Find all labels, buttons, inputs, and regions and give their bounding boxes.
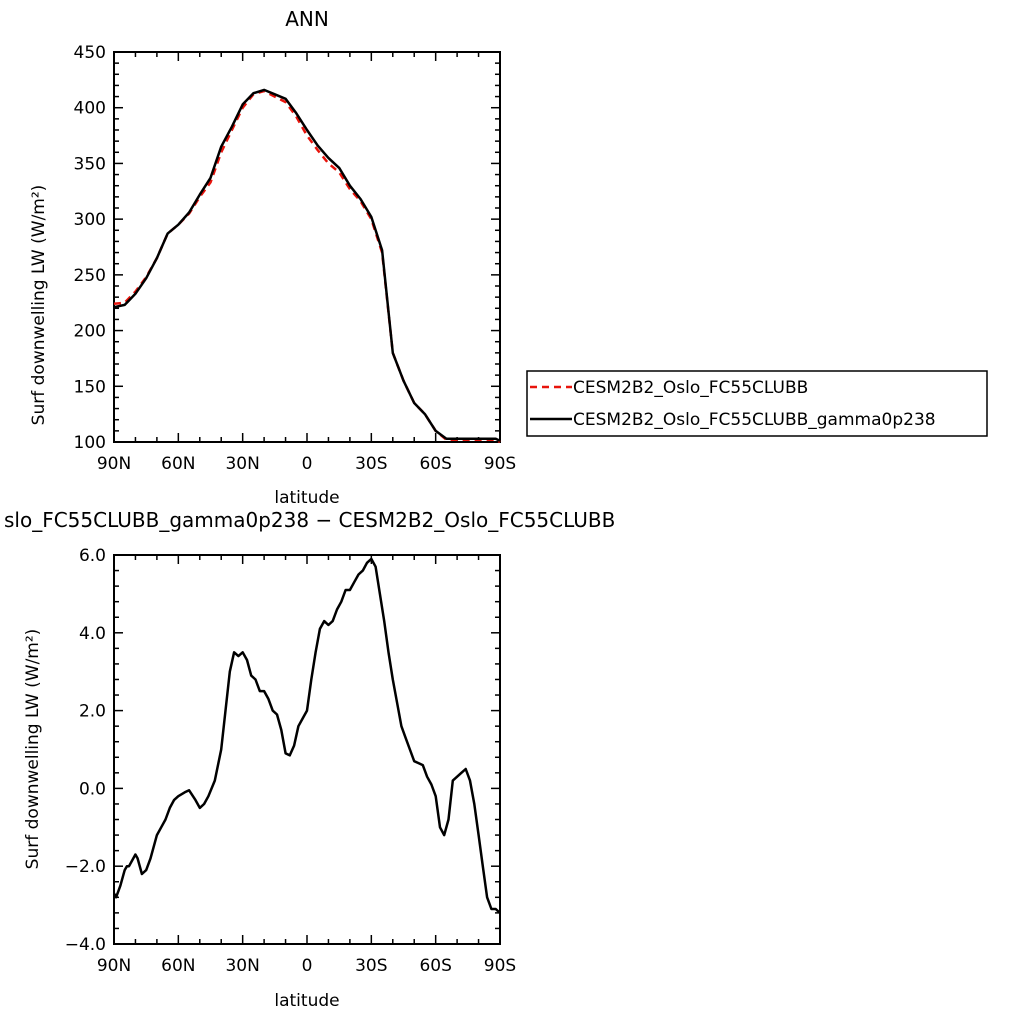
bottom-y-tick-label: −4.0	[65, 935, 106, 955]
top-x-tick-label: 30N	[225, 454, 259, 474]
top-series-lines	[113, 88, 501, 444]
top-y-tick-label: 350	[74, 154, 106, 174]
top-panel: ANN 100 150 200 250 300 350 400 450 90N 60N 30N 0 30…	[29, 7, 988, 508]
bottom-y-tick-label: 0.0	[79, 779, 106, 799]
bottom-panel: slo_FC55CLUBB_gamma0p238 − CESM2B2_Oslo_…	[4, 508, 615, 1011]
top-x-tick-label: 90N	[97, 454, 131, 474]
bottom-x-tick-label: 60N	[161, 956, 195, 976]
top-y-tick-label: 400	[74, 99, 106, 119]
top-y-tick-label: 300	[74, 210, 106, 230]
top-chart-title: ANN	[285, 7, 329, 31]
top-series-line-1	[113, 89, 501, 444]
top-series-line-2	[113, 88, 501, 443]
legend-entry-2: CESM2B2_Oslo_FC55CLUBB_gamma0p238	[573, 410, 936, 430]
top-plot-frame	[113, 51, 501, 443]
top-x-tick-label: 30S	[355, 454, 387, 474]
top-y-tick-label: 150	[74, 377, 106, 397]
bottom-chart-title: slo_FC55CLUBB_gamma0p238 − CESM2B2_Oslo_…	[4, 508, 615, 532]
bottom-x-tick-label: 60S	[419, 956, 451, 976]
top-tick-marks: 100 150 200 250 300 350 400 450 90N 60N 30N 0 30S 60S…	[74, 43, 517, 474]
bottom-x-axis-label: latitude	[274, 991, 339, 1011]
legend-box	[526, 370, 988, 437]
top-x-tick-label: 60N	[161, 454, 195, 474]
bottom-tick-marks: −4.0 −2.0 0.0 2.0 4.0 6.0 90N 60N 30N 0 30S 60S 90S	[65, 546, 517, 976]
legend: CESM2B2_Oslo_FC55CLUBB CESM2B2_Oslo_FC55…	[526, 370, 988, 437]
bottom-y-axis-label: Surf downwelling LW (W/m²)	[23, 629, 43, 870]
top-y-axis-label: Surf downwelling LW (W/m²)	[29, 185, 49, 426]
bottom-plot-frame	[113, 554, 501, 945]
top-x-tick-label: 0	[302, 454, 313, 474]
top-y-tick-label: 200	[74, 322, 106, 342]
bottom-x-tick-label: 0	[302, 956, 313, 976]
top-x-tick-label: 90S	[484, 454, 516, 474]
bottom-y-tick-label: −2.0	[65, 857, 106, 877]
bottom-x-tick-label: 30S	[355, 956, 387, 976]
bottom-y-tick-label: 4.0	[79, 624, 106, 644]
bottom-series-lines	[112, 557, 501, 914]
bottom-y-tick-label: 2.0	[79, 702, 106, 722]
top-y-tick-label: 100	[74, 433, 106, 453]
bottom-x-tick-label: 30N	[225, 956, 259, 976]
legend-entry-1: CESM2B2_Oslo_FC55CLUBB	[573, 378, 808, 398]
bottom-series-line-1	[112, 557, 501, 914]
bottom-x-tick-label: 90N	[97, 956, 131, 976]
top-x-axis-label: latitude	[274, 488, 339, 508]
bottom-y-tick-label: 6.0	[79, 546, 106, 566]
top-y-tick-label: 450	[74, 43, 106, 63]
top-x-tick-label: 60S	[419, 454, 451, 474]
top-y-tick-label: 250	[74, 266, 106, 286]
bottom-x-tick-label: 90S	[484, 956, 516, 976]
